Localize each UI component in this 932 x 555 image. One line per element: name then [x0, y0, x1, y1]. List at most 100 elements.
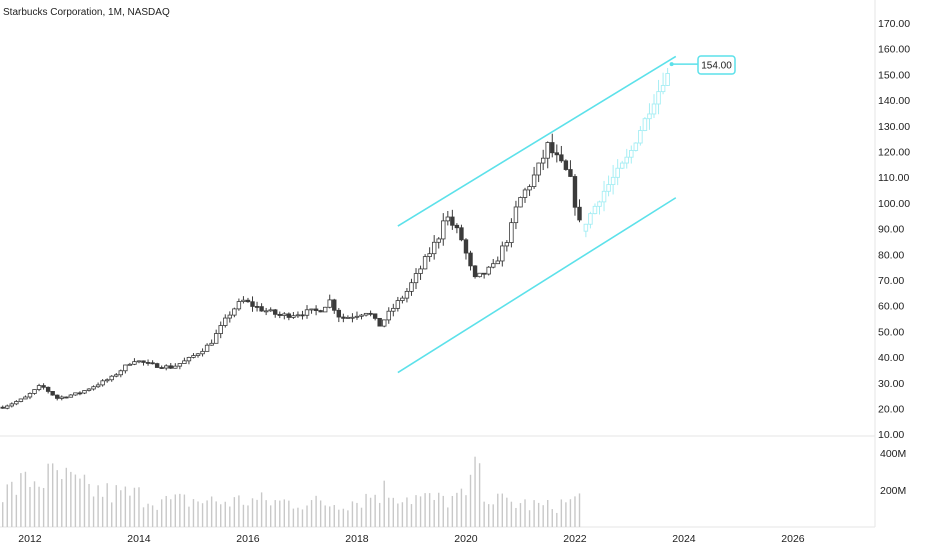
projection-candle — [633, 142, 639, 151]
candle-body — [123, 364, 128, 372]
candle-body — [245, 299, 251, 303]
candle-body — [14, 401, 19, 405]
candle-body — [86, 388, 92, 391]
candle-body — [491, 263, 496, 268]
target-price-label: 154.00 — [701, 61, 732, 72]
candle-body — [241, 299, 246, 302]
candle-body — [436, 238, 441, 243]
time-tick-label: 2016 — [236, 533, 260, 545]
candle-body — [236, 301, 242, 310]
candle-body — [145, 362, 151, 364]
candle-body — [50, 391, 55, 396]
candle-body — [572, 176, 578, 208]
candle-body — [114, 374, 119, 377]
candle-body — [322, 306, 328, 313]
candle-body — [354, 315, 360, 318]
candle-body — [273, 309, 278, 315]
candle-body — [463, 239, 469, 254]
candle-body — [486, 266, 491, 275]
price-tick-label: 50.00 — [878, 326, 904, 338]
projection-candle — [656, 91, 661, 105]
time-axis[interactable]: 2012 2014 2016 2018 2020 2022 2024 2026 — [18, 533, 805, 545]
candle-body — [182, 360, 187, 364]
price-tick-label: 140.00 — [878, 95, 910, 107]
candle-body — [332, 299, 337, 311]
candle-body — [186, 357, 192, 362]
candle-body — [563, 160, 569, 170]
projection-candle — [624, 156, 630, 164]
channel-line-lower[interactable] — [397, 197, 677, 374]
price-axis[interactable]: 170.00 160.00 150.00 140.00 130.00 120.00 110.… — [878, 18, 910, 441]
candle-body — [204, 344, 210, 352]
volume-pane — [2, 456, 581, 527]
projection-candle — [619, 162, 625, 169]
candle-body — [95, 384, 101, 388]
candle-body — [359, 314, 364, 317]
candle-body — [254, 306, 260, 308]
projection-candle — [606, 184, 611, 192]
candle-body — [377, 317, 382, 327]
price-tick-label: 120.00 — [878, 147, 910, 159]
projection-candle — [647, 113, 652, 120]
candles-layer — [0, 67, 670, 410]
projection-candle — [651, 103, 657, 115]
candle-body — [504, 242, 510, 247]
candle-body — [18, 398, 24, 402]
chart-symbol-title: Starbucks Corporation, 1M, NASDAQ — [3, 7, 170, 18]
time-tick-label: 2024 — [672, 533, 696, 545]
candle-body — [545, 142, 550, 159]
candle-body — [82, 390, 87, 394]
candle-body — [286, 313, 292, 318]
candle-body — [500, 245, 505, 262]
candle-body — [395, 300, 401, 309]
candle-body — [118, 370, 124, 376]
candle-body — [522, 189, 528, 198]
price-tick-label: 60.00 — [878, 301, 904, 313]
candle-body — [277, 313, 282, 316]
candle-body — [150, 362, 155, 365]
candle-body — [268, 309, 273, 312]
candle-body — [164, 365, 169, 369]
candle-body — [418, 268, 423, 274]
candle-body — [195, 353, 201, 356]
time-tick-label: 2022 — [563, 533, 587, 545]
candle-body — [368, 312, 373, 315]
projection-candle — [660, 85, 666, 93]
projection-candle — [610, 176, 616, 186]
candle-body — [36, 385, 42, 390]
candle-body — [554, 152, 560, 156]
channel-lines — [397, 55, 677, 374]
candle-body — [336, 309, 342, 318]
candle-body — [55, 394, 60, 399]
candle-body — [291, 315, 296, 318]
candle-body — [73, 392, 78, 396]
candle-body — [441, 220, 446, 240]
candle-body — [382, 319, 387, 327]
candle-body — [168, 365, 173, 369]
candle-body — [391, 307, 396, 312]
candle-body — [141, 360, 146, 363]
time-tick-label: 2020 — [454, 533, 478, 545]
projection-candle — [642, 118, 648, 131]
projection-candle — [597, 201, 602, 207]
projection-candle — [665, 73, 670, 86]
candle-body — [318, 310, 323, 313]
candle-body — [136, 360, 142, 363]
candle-body — [559, 154, 564, 162]
candle-body — [232, 308, 237, 316]
price-tick-label: 150.00 — [878, 69, 910, 81]
candle-body — [159, 367, 164, 369]
candle-body — [459, 227, 464, 241]
channel-line-upper[interactable] — [397, 55, 677, 227]
projection-candle — [583, 223, 589, 232]
price-tick-label: 80.00 — [878, 249, 904, 261]
target-price-badge[interactable] — [697, 55, 736, 75]
candle-body — [259, 306, 264, 312]
candle-body — [568, 169, 573, 177]
candle-body — [250, 301, 255, 307]
candle-body — [5, 405, 10, 409]
candle-body — [450, 216, 455, 226]
candle-body — [127, 363, 133, 366]
